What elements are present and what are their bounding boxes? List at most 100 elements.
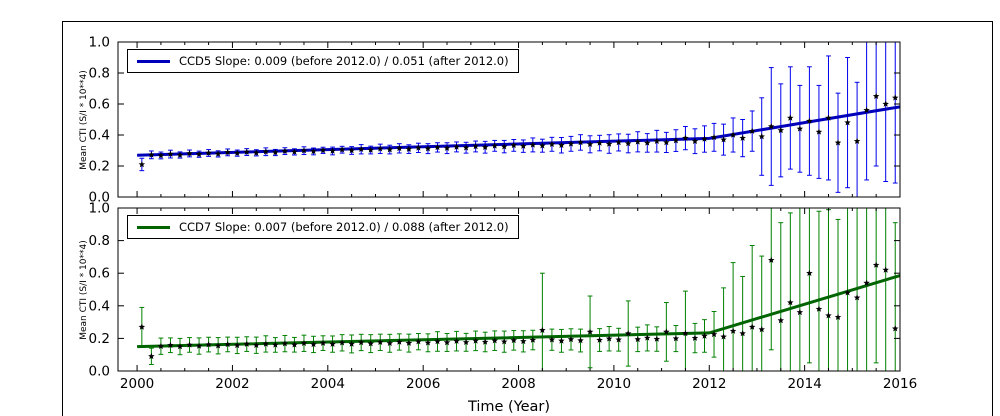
data-point [262, 340, 270, 347]
data-point [453, 143, 460, 150]
data-point [615, 336, 622, 343]
data-point [653, 137, 661, 144]
data-point [310, 148, 317, 155]
data-point [605, 140, 613, 147]
data-point [863, 106, 870, 113]
data-point [138, 161, 146, 168]
data-point [253, 149, 260, 156]
data-point [691, 334, 699, 341]
panel-frame [117, 41, 901, 198]
data-point [777, 126, 785, 134]
data-point [701, 135, 708, 142]
data-point [205, 341, 212, 348]
data-point [272, 149, 279, 156]
data-point [520, 337, 527, 345]
data-point [567, 140, 575, 147]
data-point [415, 338, 422, 345]
legend-line-sample-ccd7 [137, 225, 170, 229]
data-point [624, 140, 632, 147]
data-point [796, 308, 804, 316]
data-point [710, 133, 718, 141]
data-point [357, 339, 365, 346]
data-point [176, 343, 184, 350]
data-point [214, 342, 222, 349]
data-point [329, 340, 336, 347]
fit-line [137, 105, 900, 157]
ccd5-series [137, 42, 900, 197]
data-point [186, 150, 193, 157]
data-point [567, 335, 575, 343]
data-point [653, 335, 661, 342]
data-point [348, 147, 355, 154]
data-point [834, 313, 842, 320]
data-point [396, 338, 403, 345]
data-point [167, 150, 174, 157]
data-point [224, 148, 231, 156]
data-point [720, 136, 727, 143]
data-point [338, 146, 346, 153]
data-point [529, 141, 537, 148]
data-point [434, 338, 441, 345]
data-point [882, 266, 889, 273]
data-point [739, 134, 746, 141]
data-point [157, 152, 165, 159]
data-point [262, 148, 270, 155]
y-tick-label: 0.0 [89, 364, 110, 380]
data-point [443, 339, 451, 346]
data-point [663, 139, 670, 146]
y-tick-label: 0.4 [89, 128, 110, 144]
data-point [377, 145, 384, 152]
data-point [758, 326, 765, 333]
legend-line-sample-ccd5 [137, 59, 170, 63]
data-point [844, 289, 851, 296]
data-point [558, 141, 565, 148]
data-point [844, 119, 851, 126]
data-point [396, 144, 403, 152]
data-point [796, 125, 804, 132]
panel-frame [117, 207, 901, 372]
data-point [691, 137, 699, 144]
data-point [634, 335, 641, 343]
data-point [291, 341, 298, 348]
data-point [548, 336, 556, 343]
data-point [529, 336, 537, 343]
data-point [815, 305, 823, 312]
data-point [491, 337, 498, 344]
y-axis-label-ccd5: Mean CTI (S/I * 10**4) [79, 70, 89, 170]
data-point [758, 133, 765, 140]
data-point [596, 336, 603, 343]
data-point [167, 341, 174, 348]
y-axis-label-ccd7: Mean CTI (S/I * 10**4) [79, 240, 89, 340]
data-point [768, 123, 775, 130]
x-tick-label: 2012 [692, 376, 726, 392]
data-point [787, 114, 794, 121]
data-point [644, 139, 651, 146]
data-point [424, 145, 432, 152]
y-tick-label: 0.4 [89, 298, 110, 314]
axis-ticks [118, 41, 901, 198]
data-point [443, 144, 451, 151]
data-point [415, 144, 422, 151]
data-point [663, 328, 670, 335]
data-point [291, 148, 298, 155]
data-point [815, 128, 823, 135]
data-point [205, 149, 212, 156]
data-point [481, 143, 489, 150]
legend-ccd5: CCD5 Slope: 0.009 (before 2012.0) / 0.05… [127, 49, 519, 73]
data-point [577, 139, 584, 146]
data-point [462, 338, 470, 346]
data-point [644, 334, 651, 341]
y-tick-label: 1.0 [89, 35, 110, 51]
data-point [481, 338, 489, 345]
data-point [729, 131, 737, 138]
data-point [825, 312, 832, 319]
fit-line [137, 274, 900, 349]
y-tick-label: 0.6 [89, 266, 110, 282]
y-tick-label: 0.2 [89, 331, 110, 347]
data-point [253, 341, 260, 348]
y-tick-label: 0.8 [89, 233, 110, 249]
x-tick-label: 2002 [215, 376, 249, 392]
data-point [424, 339, 432, 346]
data-point [558, 337, 565, 344]
data-point [624, 330, 632, 337]
